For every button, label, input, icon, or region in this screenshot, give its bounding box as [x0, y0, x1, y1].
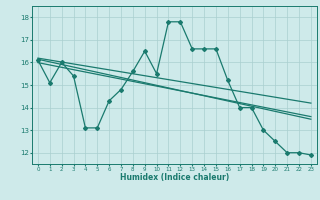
X-axis label: Humidex (Indice chaleur): Humidex (Indice chaleur) — [120, 173, 229, 182]
